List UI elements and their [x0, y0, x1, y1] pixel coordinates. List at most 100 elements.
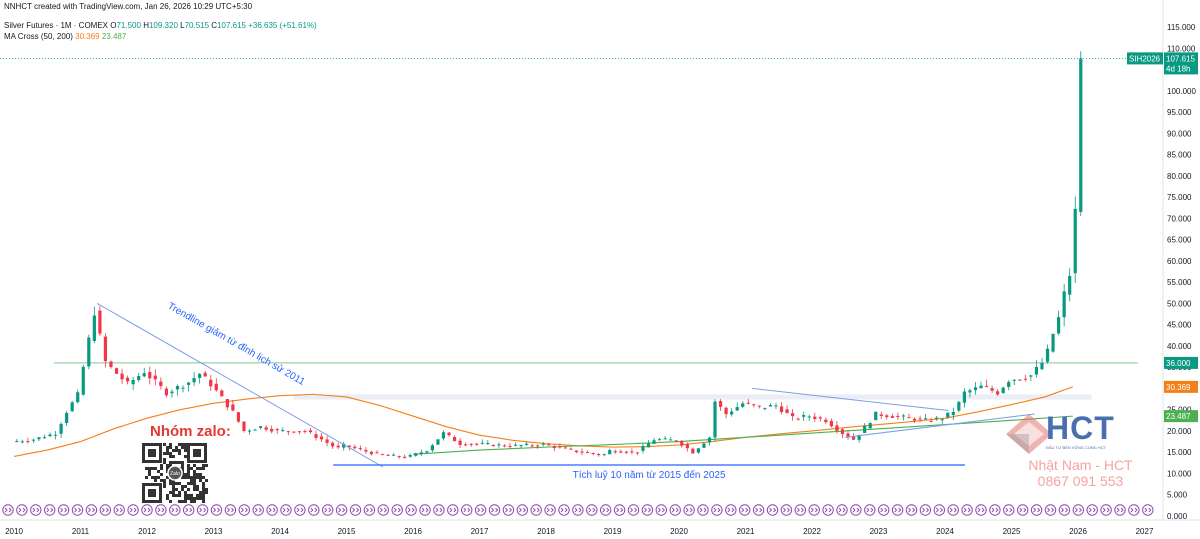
- event-marker-icon: [613, 504, 626, 516]
- candle-body: [214, 383, 218, 391]
- event-marker-glyph: [1130, 507, 1138, 513]
- y-tick-label: 45.000: [1167, 321, 1192, 330]
- event-marker-icon: [155, 504, 167, 516]
- x-tick-label: 2013: [205, 527, 223, 536]
- candle-body: [696, 448, 700, 453]
- ma200-value: 23.487: [101, 32, 127, 41]
- event-marker-icon: [44, 504, 56, 516]
- event-marker-icon: [169, 504, 181, 516]
- event-marker-icon: [99, 504, 112, 516]
- event-marker-icon: [850, 504, 862, 516]
- event-marker-glyph: [783, 507, 791, 513]
- event-marker-glyph: [922, 507, 930, 513]
- event-marker-glyph: [213, 507, 221, 513]
- candle-body: [868, 423, 872, 429]
- qr-module: [172, 482, 175, 485]
- zalo-qr-code[interactable]: Zalo: [142, 442, 208, 504]
- symbol-tag-label: SIH2026: [1129, 54, 1161, 63]
- candle-body: [397, 456, 401, 458]
- x-tick-label: 2011: [72, 527, 90, 536]
- event-marker-glyph: [227, 507, 235, 513]
- triangle-upper-line: [752, 387, 949, 412]
- y-tick-label: 110.000: [1167, 44, 1196, 53]
- candle-body: [857, 434, 861, 440]
- candle-body: [220, 390, 224, 397]
- qr-module: [160, 473, 163, 476]
- candle-body: [1001, 387, 1005, 394]
- candle-body: [380, 454, 385, 456]
- candle-body: [347, 445, 351, 448]
- event-marker-glyph: [32, 507, 40, 513]
- event-marker-glyph: [407, 507, 415, 513]
- event-marker-glyph: [810, 507, 818, 513]
- event-marker-glyph: [880, 507, 888, 513]
- symbol-legend[interactable]: Silver Futures · 1M · COMEX O71.500 H109…: [4, 21, 317, 31]
- qr-module: [175, 488, 178, 491]
- qr-module: [175, 482, 178, 485]
- qr-module: [202, 494, 205, 497]
- symbol-tag: [1127, 52, 1163, 65]
- accumulation-annotation: Tích luỹ 10 năm từ 2015 đến 2025: [573, 469, 726, 481]
- event-marker-icon: [641, 504, 654, 516]
- price-axis[interactable]: 0.0005.00010.00015.00020.00025.00030.000…: [1162, 0, 1196, 521]
- event-marker-glyph: [1005, 507, 1013, 513]
- qr-module: [184, 473, 187, 476]
- candle-body: [851, 436, 856, 440]
- event-marker-icon: [266, 504, 278, 516]
- candle-body: [159, 381, 163, 387]
- candle-body: [585, 452, 590, 454]
- time-axis[interactable]: 2010 2011 2012 2013 2014 2015 2016 2017 2018 2019…: [0, 519, 1200, 536]
- candle-body: [935, 417, 939, 420]
- qr-module: [181, 443, 184, 446]
- event-marker-glyph: [532, 507, 540, 513]
- event-marker-icon: [1100, 504, 1112, 516]
- candle-body: [480, 442, 484, 444]
- event-marker-icon: [1142, 504, 1154, 516]
- candle-body: [674, 440, 678, 442]
- qr-module: [205, 479, 208, 482]
- candle-body: [292, 431, 296, 433]
- candle-body: [702, 443, 706, 448]
- event-marker-icon: [725, 504, 737, 516]
- qr-module: [190, 479, 193, 482]
- x-tick-label: 2014: [271, 527, 289, 536]
- event-marker-glyph: [1088, 507, 1096, 513]
- y-tick-label: 115.000: [1167, 23, 1196, 32]
- candle-body: [829, 421, 833, 427]
- candle-body: [525, 443, 529, 445]
- qr-module: [169, 464, 172, 467]
- x-tick-label: 2026: [1069, 527, 1087, 536]
- qr-module: [199, 476, 202, 479]
- candle-body: [264, 427, 268, 430]
- qr-module: [181, 446, 184, 449]
- qr-module: [187, 464, 190, 467]
- candle-body: [929, 420, 933, 422]
- qr-module: [199, 497, 202, 500]
- candle-body: [59, 423, 63, 434]
- qr-module: [163, 485, 166, 488]
- qr-module: [172, 461, 175, 464]
- ma-legend[interactable]: MA Cross (50, 200) 30.369 23.487: [4, 32, 126, 42]
- candle-body: [403, 456, 407, 458]
- event-marker-glyph: [296, 507, 304, 513]
- qr-module: [196, 467, 199, 470]
- y-tick-label: 55.000: [1167, 278, 1192, 287]
- qr-module: [184, 500, 187, 503]
- candle-body: [957, 401, 961, 411]
- zalo-group-title: Nhóm zalo:: [150, 423, 231, 440]
- event-marker-icon: [600, 504, 612, 516]
- qr-module: [172, 491, 175, 494]
- candle-body: [885, 415, 889, 418]
- x-tick-label: 2027: [1136, 527, 1154, 536]
- event-marker-icon: [405, 504, 417, 516]
- candle-body: [608, 450, 612, 455]
- event-marker-icon: [210, 504, 223, 516]
- event-marker-icon: [127, 504, 139, 516]
- candle-body: [303, 431, 307, 433]
- event-marker-glyph: [824, 507, 832, 513]
- x-tick-label: 2015: [338, 527, 356, 536]
- qr-module: [190, 497, 193, 500]
- candle-body: [912, 418, 917, 421]
- candle-body: [663, 438, 667, 440]
